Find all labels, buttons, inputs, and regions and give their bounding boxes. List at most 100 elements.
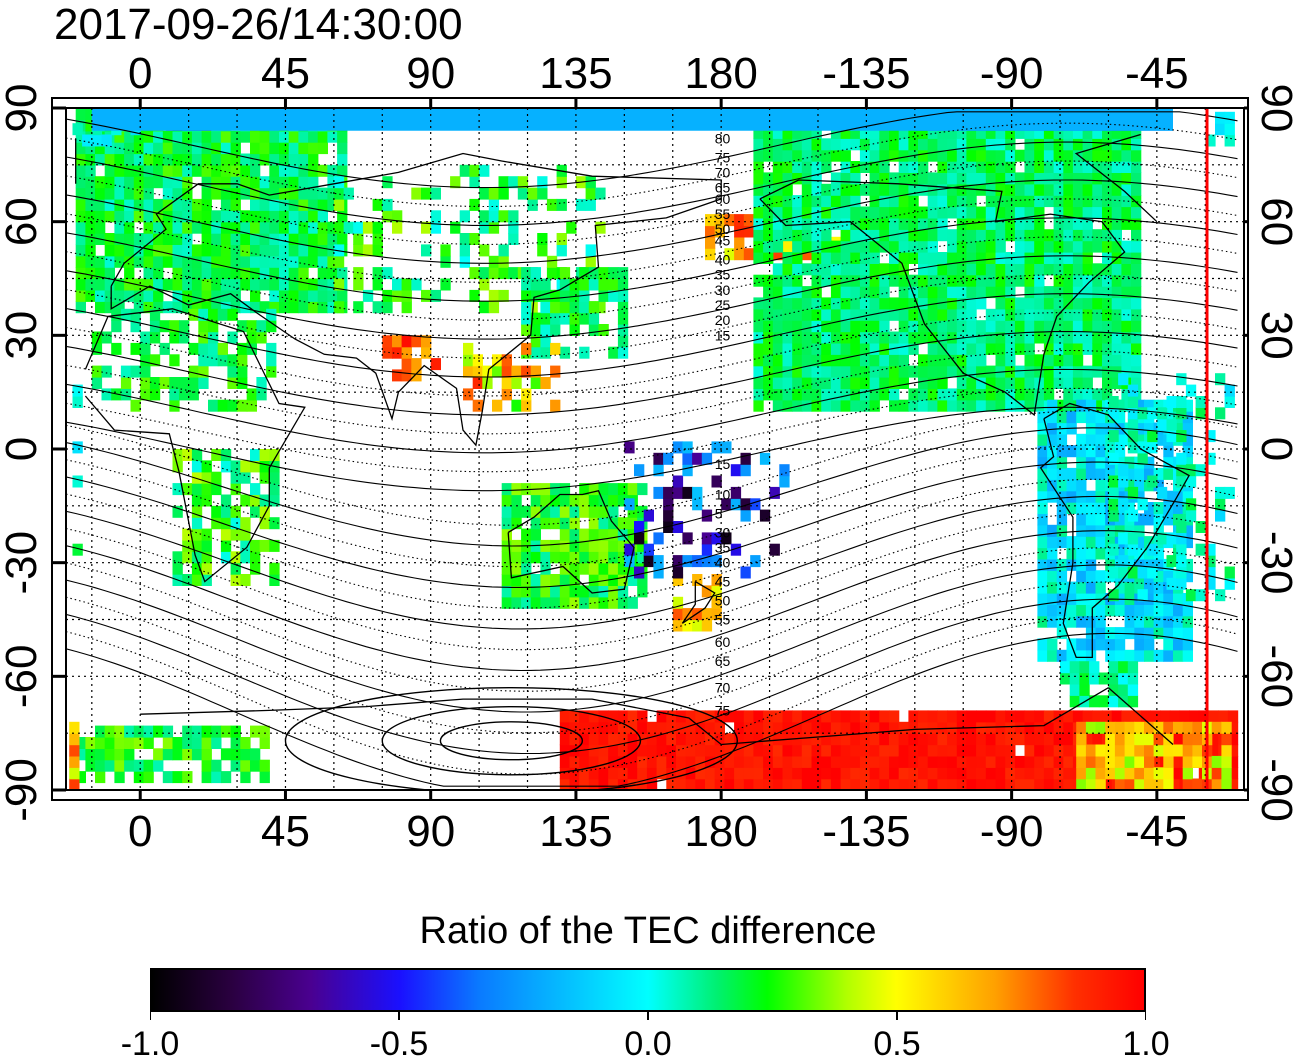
tec-cell	[956, 161, 968, 173]
tec-cell	[792, 126, 803, 139]
tec-cell	[879, 365, 890, 378]
tec-cell	[617, 710, 629, 723]
tec-cell	[792, 161, 803, 173]
tec-cell	[1182, 422, 1193, 435]
tec-cell	[927, 354, 938, 367]
tec-cell	[918, 240, 929, 253]
tec-cell	[1111, 172, 1122, 185]
tec-cell	[220, 505, 232, 518]
tec-cell	[259, 130, 270, 143]
tec-cell	[1131, 172, 1142, 185]
tec-cell	[1063, 721, 1074, 734]
tec-cell	[840, 377, 851, 389]
tec-cell	[956, 342, 968, 355]
tec-cell	[588, 517, 600, 530]
tec-cell	[488, 187, 500, 200]
tec-cell	[1182, 778, 1193, 790]
tec-ratio-map: 8075706560555045403530252015151053035404…	[0, 49, 1296, 856]
tec-cell	[133, 176, 145, 189]
tec-cell	[588, 312, 600, 325]
tec-cell	[1215, 407, 1226, 420]
tec-cell	[840, 767, 851, 780]
tec-cell	[124, 244, 135, 257]
tec-cell	[617, 289, 629, 302]
tec-cell	[1098, 695, 1110, 708]
tec-cell	[792, 195, 803, 208]
tec-cell	[1066, 536, 1077, 549]
tec-cell	[1134, 744, 1145, 757]
tec-cell	[1173, 422, 1184, 435]
tec-cell	[918, 744, 929, 757]
tec-cell	[1066, 547, 1077, 560]
tec-cell	[1047, 433, 1058, 446]
tec-cell	[1034, 755, 1045, 768]
tec-cell	[850, 733, 861, 746]
tec-cell	[1195, 396, 1206, 408]
tec-cell	[482, 377, 493, 389]
tec-cell	[550, 365, 561, 378]
tec-cell	[104, 233, 115, 245]
tec-cell	[1005, 744, 1016, 757]
tec-cell	[91, 134, 103, 147]
tec-cell	[782, 274, 793, 287]
tec-cell	[463, 388, 474, 401]
tec-cell	[259, 449, 270, 461]
tec-cell	[879, 755, 890, 768]
tec-cell	[995, 778, 1006, 790]
tec-cell	[1092, 161, 1103, 173]
tec-cell	[811, 161, 822, 173]
tec-cell	[1082, 252, 1093, 264]
tec-cell	[259, 725, 270, 738]
tec-cell	[1056, 479, 1068, 492]
tec-cell	[256, 377, 267, 389]
tec-cell	[133, 759, 145, 772]
tec-cell	[1037, 433, 1048, 446]
tec-cell	[859, 377, 871, 389]
tec-cell	[1108, 396, 1119, 408]
tec-cell	[230, 551, 241, 564]
tec-cell	[521, 551, 532, 564]
tec-cell	[811, 342, 822, 355]
tec-cell	[559, 733, 571, 746]
tec-cell	[1082, 161, 1093, 173]
tec-cell	[1127, 396, 1139, 408]
tec-cell	[1014, 331, 1026, 344]
tec-cell	[1063, 755, 1074, 768]
tec-cell	[1047, 524, 1058, 537]
tec-cell	[220, 301, 232, 314]
tec-cell	[492, 354, 503, 367]
tec-cell	[947, 767, 958, 780]
tec-cell	[1173, 721, 1184, 734]
tec-cell	[498, 289, 509, 302]
tec-cell	[1092, 354, 1103, 367]
tec-cell	[1043, 342, 1055, 355]
tec-cell	[1005, 183, 1016, 196]
tec-cell	[1108, 661, 1119, 674]
tec-cell	[550, 574, 561, 586]
tec-cell	[217, 354, 228, 367]
tec-cell	[220, 164, 232, 177]
tec-cell	[1131, 183, 1142, 196]
top-lon-label: 45	[261, 49, 310, 98]
tec-cell	[995, 149, 1006, 162]
tec-cell	[879, 377, 890, 389]
tec-cell	[918, 331, 929, 344]
tec-cell	[889, 755, 900, 768]
tec-cell	[763, 308, 774, 321]
tec-cell	[488, 221, 500, 234]
tec-cell	[879, 354, 890, 367]
tec-cell	[937, 274, 948, 287]
tec-cell	[1053, 183, 1064, 196]
tec-cell	[898, 778, 909, 790]
tec-cell	[840, 710, 851, 723]
tec-cell	[947, 206, 958, 219]
tec-cell	[1118, 498, 1129, 511]
tec-cell	[143, 198, 154, 211]
tec-cell	[588, 585, 600, 598]
tec-cell	[830, 755, 842, 768]
tec-cell	[559, 301, 571, 314]
left-lat-label: -30	[0, 531, 46, 595]
tec-cell	[1134, 467, 1145, 480]
tec-cell	[1124, 649, 1135, 662]
tec-cell	[1121, 388, 1132, 401]
